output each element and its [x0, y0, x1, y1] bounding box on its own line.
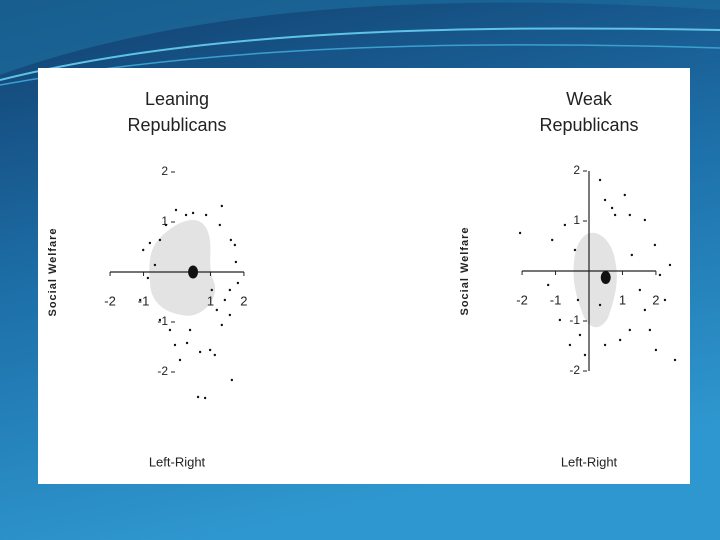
scatter-point	[668, 263, 672, 267]
x-tick-label: -2	[104, 293, 116, 308]
scatter-point	[658, 273, 662, 277]
scatter-point	[196, 395, 200, 399]
scatter-point	[598, 178, 602, 182]
scatter-point	[229, 238, 233, 242]
scatter-point	[191, 211, 195, 215]
scatter-point	[558, 318, 562, 322]
scatter-point	[613, 213, 617, 217]
scatter-point	[203, 396, 207, 400]
y-tick-label: 1	[161, 214, 168, 228]
scatter-point	[630, 253, 634, 257]
x-tick-label: 2	[652, 292, 659, 307]
scatter-point	[598, 303, 602, 307]
y-tick-label: 2	[573, 163, 580, 177]
scatter-point	[653, 243, 657, 247]
scatter-point	[220, 323, 224, 327]
scatter-point	[153, 263, 157, 267]
scatter-point	[654, 348, 658, 352]
x-tick-label: 1	[619, 292, 626, 307]
scatter-point	[230, 378, 234, 382]
scatter-point	[610, 206, 614, 210]
scatter-point	[146, 276, 150, 280]
scatter-point	[573, 248, 577, 252]
scatter-point	[204, 213, 208, 217]
scatter-point	[142, 248, 145, 252]
scatter-point	[576, 298, 580, 302]
x-tick-label: -2	[516, 292, 528, 307]
scatter-point	[643, 218, 647, 222]
scatter-point	[663, 298, 667, 302]
y-axis-label: Social Welfare	[459, 227, 471, 316]
scatter-point	[563, 223, 567, 227]
y-tick-label: -1	[569, 313, 580, 327]
scatter-point	[583, 353, 587, 357]
scatter-point	[673, 358, 677, 362]
x-tick-label: 2	[240, 293, 247, 308]
y-tick-label: 1	[573, 213, 580, 227]
scatter-point	[215, 308, 219, 312]
scatter-point	[234, 260, 238, 264]
charts: Leaning Republicans Left-Right Social Welfa…	[47, 89, 677, 469]
x-tick-label: 1	[207, 293, 214, 308]
y-tick-label: -1	[157, 314, 168, 328]
scatter-point	[603, 343, 607, 347]
header-wave	[0, 0, 720, 75]
scatter-point	[185, 341, 189, 345]
scatter-point	[578, 333, 582, 337]
x-tick-label: -1	[550, 292, 562, 307]
scatter-point	[518, 231, 522, 235]
chart-title: Weak Republicans	[539, 89, 638, 135]
y-tick-label: -2	[569, 363, 580, 377]
scatter-point	[178, 358, 182, 362]
scatter-point	[213, 353, 217, 357]
x-tick-label: -1	[138, 293, 150, 308]
y-tick-label: -2	[157, 364, 168, 378]
scatter-point	[158, 238, 162, 242]
scatter-point	[628, 213, 632, 217]
scatter-point	[623, 193, 627, 197]
scatter-point	[603, 198, 607, 202]
chart-title: Leaning Republicans	[127, 89, 226, 135]
scatter-point	[188, 328, 192, 332]
header-line	[0, 27, 720, 81]
scatter-point	[233, 243, 237, 247]
scatter-point	[618, 338, 622, 342]
scatter-point	[648, 328, 652, 332]
y-tick-label: 2	[161, 164, 168, 178]
scatter-point	[148, 241, 152, 245]
scatter-point	[210, 288, 213, 292]
scatter-point	[546, 283, 550, 287]
scatter-point	[168, 328, 172, 332]
scatter-point	[174, 208, 178, 212]
scatter-point	[164, 223, 168, 227]
scatter-point	[638, 288, 642, 292]
mean-point	[188, 265, 199, 279]
density-region	[149, 219, 216, 316]
scatter-point	[158, 318, 162, 322]
scatter-point	[550, 238, 554, 242]
scatter-point	[198, 350, 202, 354]
scatter-point	[223, 298, 227, 302]
scatter-point	[184, 213, 188, 217]
scatter-point	[138, 298, 142, 302]
scatter-point	[208, 348, 212, 352]
x-axis-label: Left-Right	[561, 454, 618, 469]
x-axis-label: Left-Right	[149, 454, 206, 469]
scatter-point	[628, 328, 632, 332]
scatter-point	[228, 288, 232, 292]
scatter-point	[173, 343, 177, 347]
scatter-point	[568, 343, 572, 347]
y-axis-label: Social Welfare	[47, 228, 59, 317]
scatter-point	[218, 223, 222, 227]
density-region	[573, 232, 617, 328]
scatter-point	[643, 308, 647, 312]
mean-point	[600, 271, 611, 284]
scatter-point	[220, 204, 224, 208]
scatter-point	[236, 281, 240, 285]
scatter-point	[228, 313, 232, 317]
